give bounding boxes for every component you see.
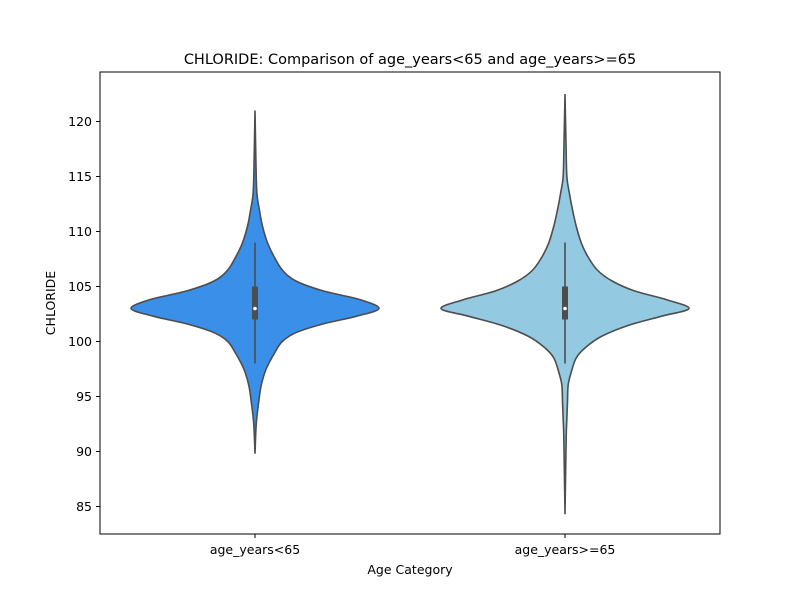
y-tick-label: 105 [68,279,92,294]
y-tick-label: 110 [68,224,92,239]
x-axis-label: Age Category [367,562,453,577]
y-axis-label: CHLORIDE [43,271,58,335]
y-tick-label: 115 [68,169,92,184]
y-tick-label: 90 [76,444,92,459]
plot-frame [99,71,721,535]
y-axis: 85 90 95 100 105 110 115 120 [68,114,100,514]
violin-median-point [563,306,567,311]
y-tick-label: 85 [76,499,92,514]
x-tick-label: age_years<65 [210,542,300,557]
violins-layer [130,93,690,515]
x-tick-label: age_years>=65 [515,542,616,557]
chart-title: CHLORIDE: Comparison of age_years<65 and… [184,52,636,68]
violin-median-point [253,306,257,311]
violin-iqr-box [252,286,258,320]
y-tick-label: 100 [68,334,92,349]
x-axis: age_years<65 age_years>=65 [210,534,616,557]
violin-iqr-box [562,286,568,320]
y-tick-label: 120 [68,114,92,129]
y-tick-label: 95 [76,389,92,404]
